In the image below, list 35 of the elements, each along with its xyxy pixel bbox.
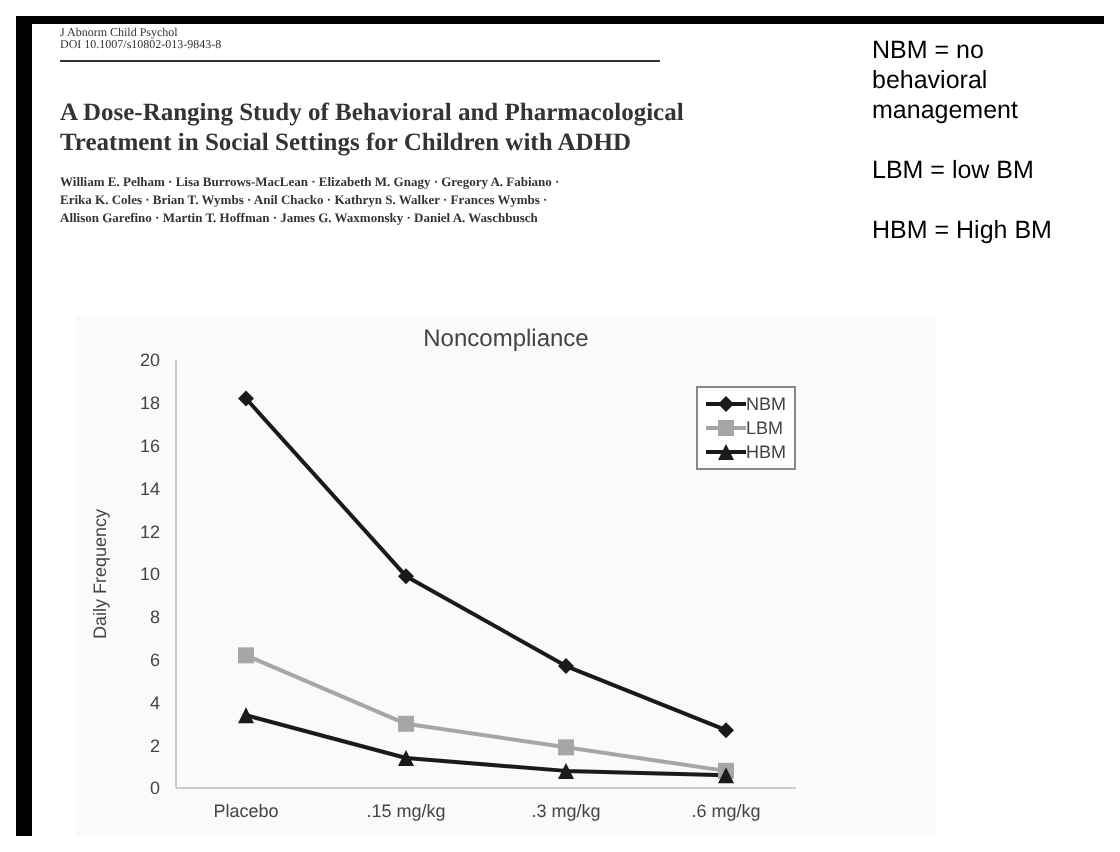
legend-label: HBM xyxy=(746,440,786,464)
y-tick-label: 18 xyxy=(139,393,160,414)
y-axis-title: Daily Frequency xyxy=(90,507,111,640)
y-tick-label: 14 xyxy=(139,478,160,499)
point xyxy=(398,750,414,767)
y-tick-label: 20 xyxy=(139,350,160,371)
point xyxy=(238,390,254,407)
x-tick-label: .6 mg/kg xyxy=(691,800,761,821)
text: HBM = High BM xyxy=(872,216,1054,246)
x-tick-label: .3 mg/kg xyxy=(531,800,601,821)
text: A Dose-Ranging Study of Behavioral and Pharmacological Treatment in Social Settings for Children with ADHD xyxy=(60,98,686,158)
point xyxy=(238,707,254,724)
legend-label: NBM xyxy=(746,392,786,416)
y-tick-label: 8 xyxy=(149,607,160,628)
point xyxy=(398,568,414,585)
y-tick-label: 16 xyxy=(139,435,160,456)
text: NBM = no behavioral management xyxy=(872,36,1020,126)
point xyxy=(558,739,574,756)
text: LBM = low BM xyxy=(872,156,1036,186)
point xyxy=(398,715,414,732)
legend-label: LBM xyxy=(746,416,784,440)
y-tick-label: 6 xyxy=(149,649,160,670)
y-tick-label: 4 xyxy=(149,692,160,713)
x-tick-label: Placebo xyxy=(213,800,279,821)
point xyxy=(558,762,574,779)
y-tick-label: 0 xyxy=(149,778,160,799)
point xyxy=(718,722,734,739)
point xyxy=(718,767,734,784)
y-tick-label: 12 xyxy=(139,521,160,542)
x-tick-label: .15 mg/kg xyxy=(366,800,446,821)
y-tick-label: 10 xyxy=(139,564,160,585)
point xyxy=(238,647,254,664)
chart-title: Noncompliance xyxy=(421,324,591,352)
point xyxy=(558,658,574,675)
y-tick-label: 2 xyxy=(149,735,160,756)
